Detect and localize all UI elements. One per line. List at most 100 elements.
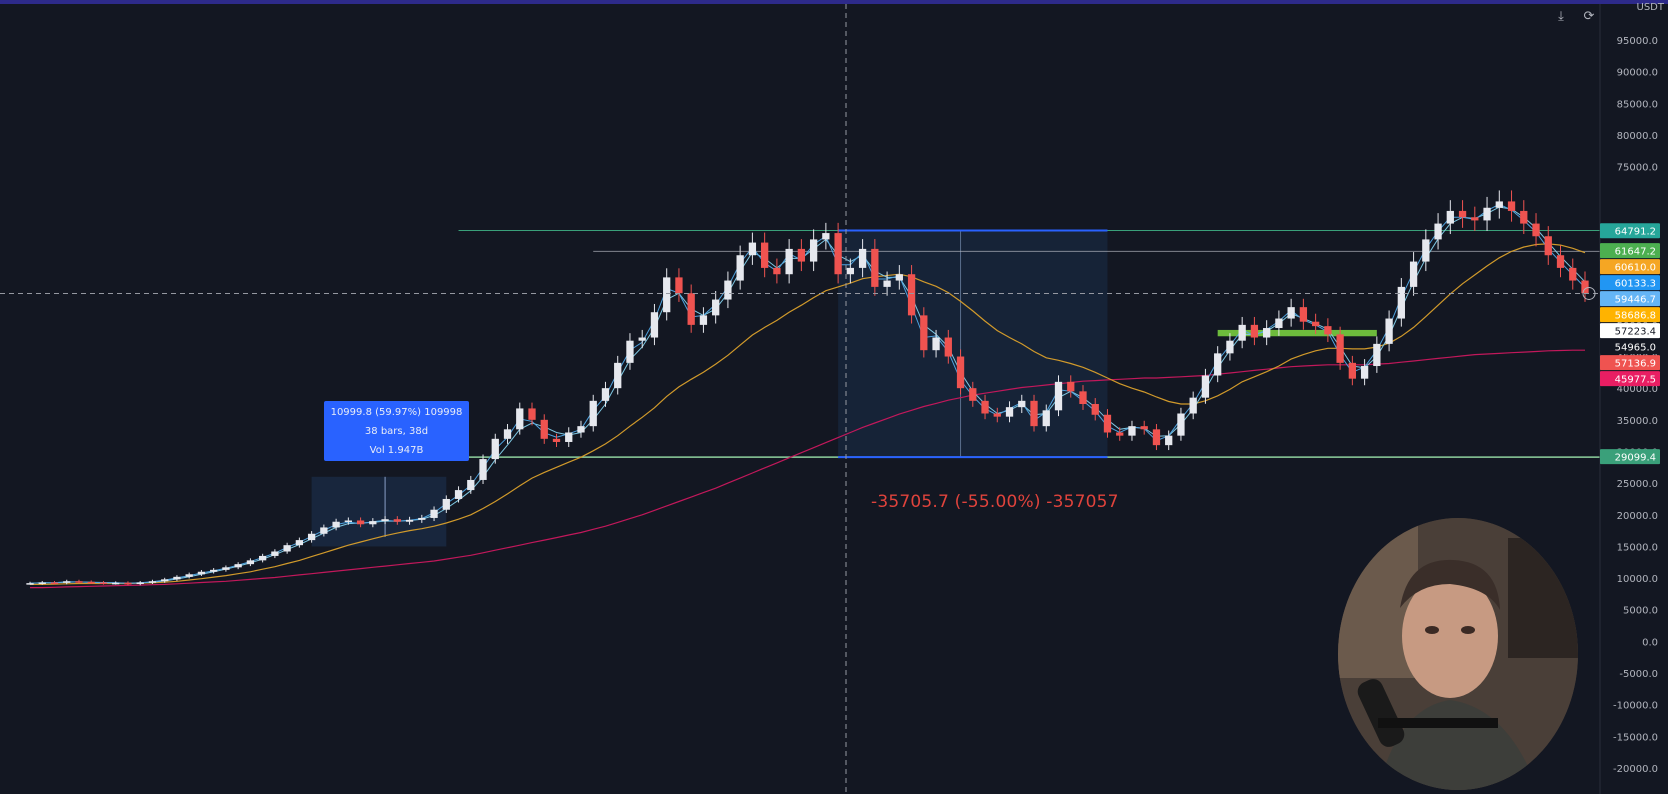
candle-body [1238,324,1246,341]
candle-body [491,438,499,460]
candle-body [148,581,157,583]
refresh-icon[interactable]: ⟳ [1583,9,1595,24]
candle-body [809,239,818,262]
price-tick-label: -5000.0 [1619,669,1658,680]
candle-body [993,413,1001,417]
candle-body [1275,318,1283,329]
candle-body [1201,375,1210,398]
candle-body [1385,318,1393,344]
candle-body [1360,366,1369,379]
candle-body [528,408,536,420]
candle-body [173,576,181,580]
candle-body [87,581,95,584]
price-tick-label: -15000.0 [1613,732,1658,743]
candle-body [565,432,573,442]
measure-tooltip-line1: 10999.8 (59.97%) 109998 [330,407,463,418]
zones-layer [311,230,1377,547]
price-tag-label: 29099.4 [1615,453,1656,464]
candle-body [675,277,683,294]
price-tick-label: 90000.0 [1617,68,1658,79]
price-tag-label: 61647.2 [1615,247,1656,258]
candle-body [822,233,830,240]
resistance-zone-green [1217,329,1377,337]
add-alert-icon [1582,286,1596,300]
drawdown-measure-label: -35705.7 (-55.00%) -357057 [871,492,1119,512]
candle-body [969,388,977,401]
candle-body [197,571,206,575]
candle-body [295,540,304,546]
candle-body [1397,286,1405,319]
price-tag [1600,275,1660,291]
candle-body [1556,255,1565,268]
candle-body [1507,201,1516,211]
candle-body [369,521,377,525]
candle-body [1067,381,1075,392]
price-tick-label: 80000.0 [1617,131,1658,142]
price-tag-label: 60133.3 [1615,279,1656,290]
price-axis-tags: 64791.2 61647.2 60610.0 60133.3 59446.7 58686… [1600,223,1660,465]
price-tag-label: 64791.2 [1615,227,1656,238]
candle-body [687,293,695,325]
candle-body [75,581,83,583]
candle-body [467,479,475,491]
candle-body [907,274,916,316]
candle-body [1214,353,1222,376]
price-tag [1600,259,1660,275]
price-tag-label: 57136.9 [1615,359,1656,370]
candle-body [222,567,230,570]
price-tag-label: 59446.7 [1615,295,1656,306]
candle-body [871,248,879,287]
candle-body [1483,207,1491,221]
candle-body [124,582,132,585]
candle-body [1128,426,1136,436]
candle-body [736,255,744,281]
chart-background [0,4,1600,794]
candle-body [1311,321,1320,327]
price-tick-label: 95000.0 [1617,36,1658,47]
download-icon[interactable]: ⤓ [1558,9,1564,24]
candle-body [246,560,255,565]
candle-body [920,315,928,351]
measure-tooltip-line3: Vol 1.947B [369,445,424,456]
candle-body [418,517,426,520]
price-tick-label: 35000.0 [1617,416,1658,427]
candle-body [26,583,34,585]
price-tick-label: 20000.0 [1617,511,1658,522]
presenter-image [1338,518,1578,790]
price-tick-label: 5000.0 [1623,606,1658,617]
candle-body [503,429,512,439]
candle-body [1079,391,1087,404]
price-tick-label: 15000.0 [1617,542,1658,553]
candle-body [320,527,328,534]
candle-body [1422,239,1430,262]
candle-body [234,564,242,568]
price-tag-label: 54965.0 [1615,343,1656,354]
price-tick-label: -20000.0 [1613,764,1658,775]
candle-body [381,519,389,522]
candle-body [1495,201,1503,208]
candle-body [846,267,854,275]
price-tick-label: 75000.0 [1617,163,1658,174]
candle-body [650,312,659,338]
candle-body [1471,217,1479,221]
price-tag-label: 58686.8 [1615,311,1656,322]
candle-body [1140,426,1148,430]
candle-body [761,242,769,268]
candle-body [1005,407,1014,417]
candle-body [797,248,806,262]
candle-body [1287,307,1295,319]
candle-body [1263,328,1271,338]
candle-body [1532,223,1540,237]
candle-body [405,519,414,522]
candle-body [1324,326,1332,335]
candle-body [271,551,279,556]
candle-body [442,498,450,510]
webcam-overlay [1338,518,1578,790]
measure-tooltip: 10999.8 (59.97%) 109998 38 bars, 38d Vol… [324,401,469,461]
candle-body [356,520,365,525]
candle-body [712,299,720,316]
candle-body [956,356,965,389]
top-accent-bar [0,0,1668,4]
ma-slow-line [30,243,1586,586]
